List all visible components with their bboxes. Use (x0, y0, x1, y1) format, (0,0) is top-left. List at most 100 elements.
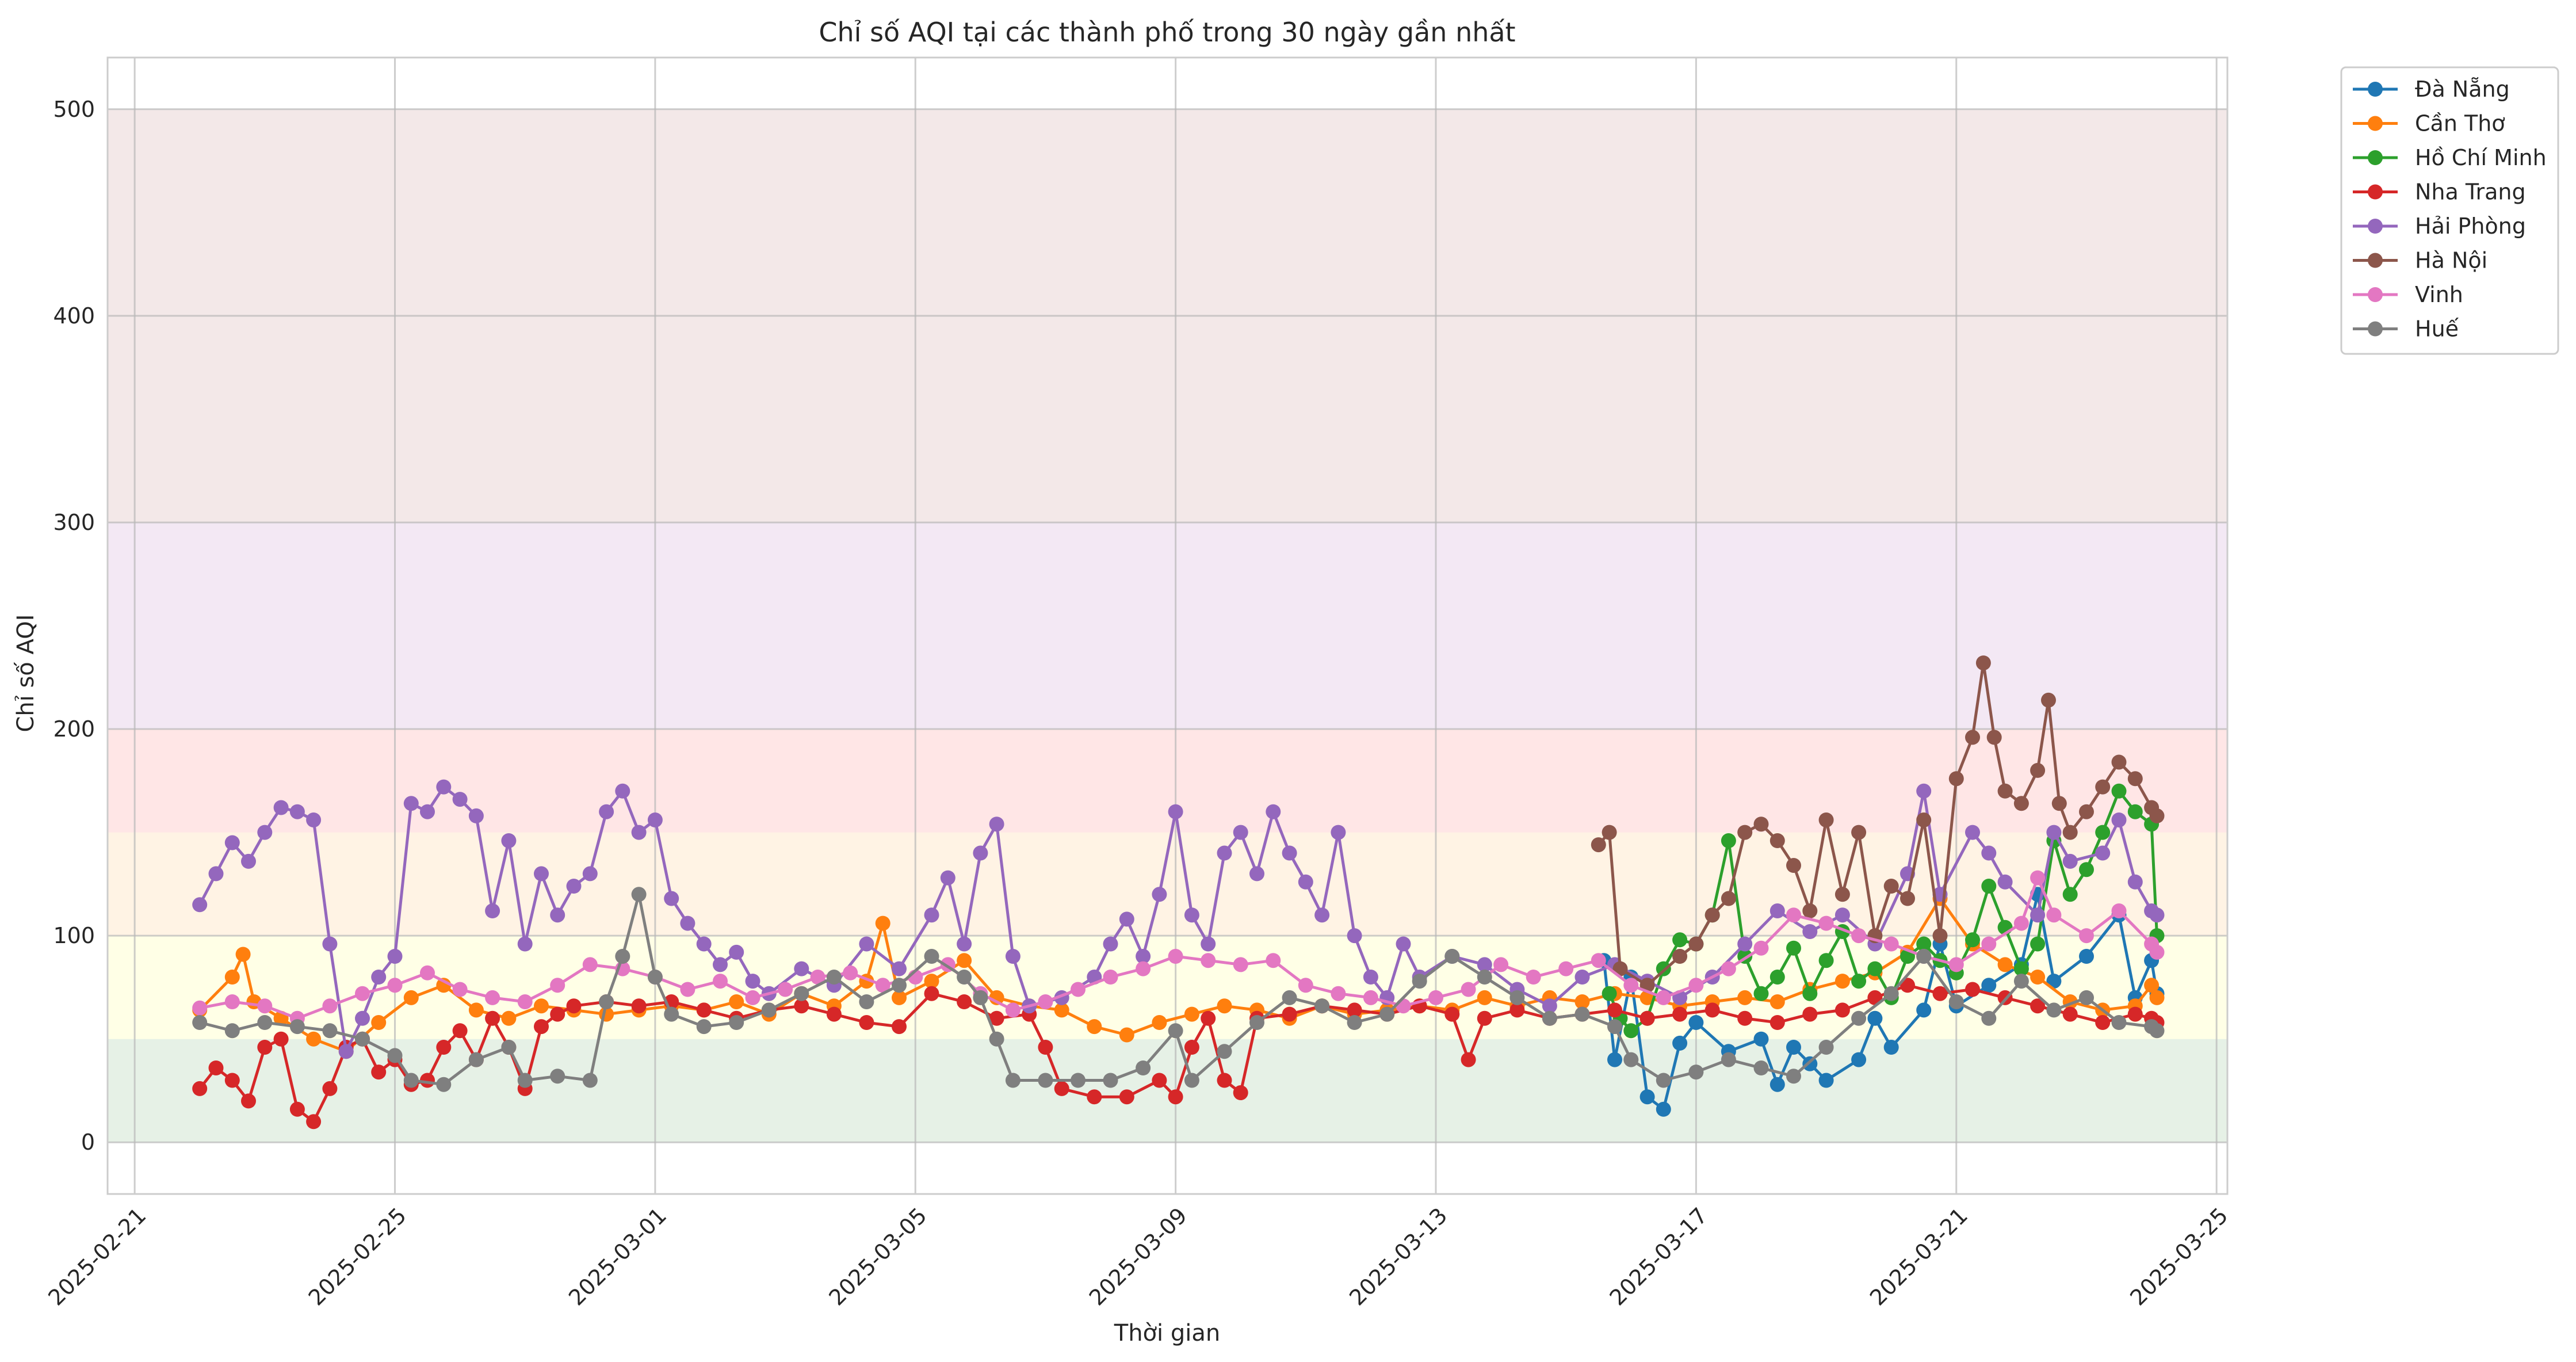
series-7-point (973, 990, 988, 1005)
series-1-point (924, 974, 939, 989)
series-3-point (1769, 1015, 1785, 1030)
series-7-point (1688, 1065, 1704, 1080)
series-6-point (680, 982, 695, 997)
series-4-point (2030, 907, 2046, 923)
series-5-point (1916, 812, 1932, 827)
series-4-point (1737, 936, 1753, 952)
legend-label-3: Nha Trang (2415, 180, 2526, 205)
series-7-point (892, 978, 907, 993)
series-4-point (241, 853, 256, 869)
series-1-point (957, 953, 972, 968)
series-4-point (1201, 936, 1216, 952)
series-4-point (582, 866, 598, 882)
y-tick-label: 100 (53, 923, 95, 948)
series-7-point (289, 1019, 305, 1035)
series-0-point (1656, 1101, 1671, 1117)
aqi-band-4 (108, 522, 2227, 730)
series-4-point (664, 891, 679, 906)
series-1-point (235, 947, 251, 962)
series-4-point (224, 835, 240, 850)
series-0-point (1867, 1010, 1883, 1026)
series-6-point (1948, 957, 1964, 972)
series-4-point (338, 1044, 354, 1059)
legend-box (2340, 66, 2559, 355)
series-7-point (761, 1002, 777, 1018)
series-5-point (1753, 817, 1769, 832)
series-6-point (452, 982, 468, 997)
series-3-point (1168, 1089, 1183, 1105)
series-7-point (1314, 998, 1330, 1014)
series-4-point (550, 907, 565, 923)
series-3-point (924, 986, 939, 1001)
series-5-point (1786, 858, 1801, 873)
series-4-point (485, 903, 500, 918)
series-0-point (1688, 1015, 1704, 1030)
series-6-point (322, 998, 338, 1014)
series-0-point (1786, 1040, 1801, 1055)
series-4-point (1103, 936, 1118, 952)
series-4-point (1396, 936, 1411, 952)
series-0-point (1753, 1031, 1769, 1047)
series-6-point (2030, 870, 2046, 886)
series-3-point (794, 998, 809, 1014)
series-6-point (2046, 907, 2062, 923)
series-4-point (924, 907, 939, 923)
legend-label-2: Hồ Chí Minh (2415, 145, 2547, 170)
series-4-point (1119, 911, 1134, 927)
legend-label-7: Huế (2415, 316, 2459, 342)
series-1-point (729, 994, 744, 1009)
y-tick-label: 200 (53, 716, 95, 742)
series-3-point (436, 1040, 452, 1055)
series-7-point (615, 949, 630, 964)
series-6-point (224, 994, 240, 1009)
series-3-point (1509, 1002, 1525, 1018)
y-tick-label: 0 (81, 1130, 95, 1155)
series-3-point (1737, 1010, 1753, 1026)
series-6-point (1493, 957, 1509, 972)
series-7-point (826, 970, 842, 985)
y-tick-label: 300 (53, 510, 95, 535)
series-3-point (2030, 998, 2046, 1014)
series-5-point (2111, 754, 2127, 770)
series-4-point (1916, 783, 1932, 799)
series-7-point (631, 887, 647, 902)
series-6-point (1363, 990, 1378, 1005)
series-7-point (1542, 1010, 1557, 1026)
series-5-point (1602, 825, 1617, 840)
series-2-point (1786, 940, 1801, 956)
series-4-point (355, 1010, 370, 1026)
series-4-point (1298, 874, 1313, 890)
aqi-band-3 (108, 729, 2227, 833)
series-3-point (826, 1006, 842, 1022)
series-1-point (224, 970, 240, 985)
series-2-point (2111, 783, 2127, 799)
series-4-point (1769, 903, 1785, 918)
series-3-point (289, 1101, 305, 1117)
series-3-point (257, 1040, 273, 1055)
series-1-point (1184, 1006, 1199, 1022)
series-6-point (420, 965, 435, 981)
series-5-point (2079, 804, 2094, 819)
series-6-point (2079, 928, 2094, 944)
series-5-point (1737, 825, 1753, 840)
series-4-point (1997, 874, 2013, 890)
series-7-point (859, 994, 874, 1009)
series-4-point (452, 792, 468, 807)
series-3-point (1461, 1052, 1476, 1067)
series-7-point (1883, 986, 1899, 1001)
series-6-point (1038, 994, 1053, 1009)
series-1-point (2149, 990, 2165, 1005)
series-6-point (1266, 953, 1281, 968)
legend-marker-1 (2368, 116, 2383, 131)
legend: Đà Nẵng Cần Thơ Hồ Chí Minh Nha Trang Hải Ph… (2340, 66, 2559, 355)
series-6-point (550, 978, 565, 993)
series-5-point (2062, 825, 2078, 840)
series-7-point (403, 1073, 419, 1088)
series-7-point (2046, 1002, 2062, 1018)
series-7-point (924, 949, 939, 964)
legend-marker-4 (2368, 219, 2383, 234)
series-4-point (517, 936, 533, 952)
series-4-point (387, 949, 403, 964)
